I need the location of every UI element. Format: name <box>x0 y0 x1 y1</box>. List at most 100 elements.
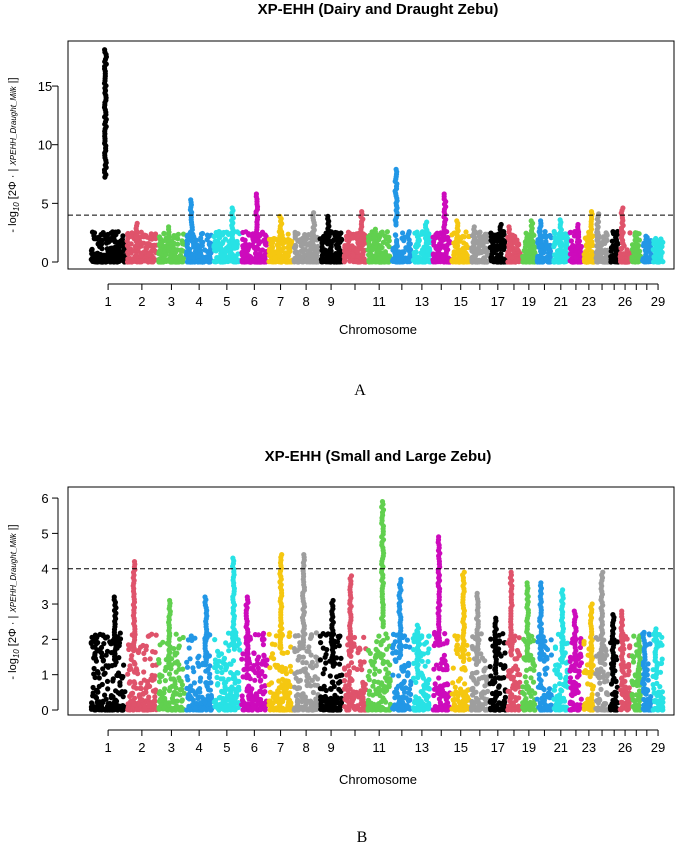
x-tick-label: 23 <box>582 294 596 309</box>
snp-point <box>521 259 527 265</box>
snp-point <box>294 259 300 265</box>
snp-point <box>366 688 373 694</box>
snp-point <box>384 635 390 641</box>
snp-point <box>156 660 162 666</box>
snp-point <box>174 247 180 253</box>
snp-point <box>435 243 441 249</box>
snp-point <box>244 246 250 253</box>
snp-point <box>231 244 238 251</box>
snp-point <box>240 674 246 680</box>
snp-peak-point <box>454 218 460 224</box>
snp-point <box>252 257 258 263</box>
x-axis-a: 1 2 3 4 5 6 7 8 9 11 13 15 17 19 21 23 26 29 <box>104 283 665 309</box>
snp-point <box>106 252 112 258</box>
x-tick-label: 7 <box>277 294 284 309</box>
snp-point <box>525 249 531 255</box>
snp-point <box>384 229 390 235</box>
snp-point <box>333 706 339 712</box>
snp-point <box>177 678 183 684</box>
snp-point <box>224 707 230 713</box>
snp-point <box>149 259 155 265</box>
snp-point <box>145 633 151 639</box>
y-tick-label: 15 <box>38 79 52 94</box>
snp-point <box>176 645 182 651</box>
snp-point <box>319 253 325 259</box>
snp-peak-point <box>528 218 534 224</box>
snp-point <box>284 689 290 696</box>
snp-point <box>337 679 343 685</box>
snp-point <box>91 706 98 712</box>
snp-point <box>234 229 240 235</box>
snp-point <box>236 687 242 693</box>
snp-peak-point <box>348 573 355 579</box>
snp-point <box>177 706 183 712</box>
snp-point <box>232 680 238 686</box>
snp-point <box>153 632 159 638</box>
snp-point <box>203 680 210 686</box>
snp-peak-point <box>330 597 336 604</box>
snp-point <box>135 649 141 656</box>
snp-point <box>168 258 174 264</box>
snp-point <box>162 686 168 692</box>
snp-point <box>264 657 270 663</box>
snp-point <box>328 686 334 692</box>
snp-point <box>191 242 197 248</box>
y-axis-label-a: - log10 [2Φ · | XPEHH_Draught_Milk |] <box>7 77 21 232</box>
snp-point <box>226 243 232 249</box>
plot-frame-a <box>67 40 675 270</box>
snp-point <box>345 663 351 669</box>
snp-point <box>274 693 280 700</box>
snp-point <box>220 247 226 253</box>
snp-point <box>377 255 383 261</box>
snp-point <box>190 665 196 671</box>
snp-point <box>359 252 365 258</box>
snp-point <box>472 253 479 259</box>
snp-point <box>184 664 191 670</box>
snp-point <box>272 255 278 261</box>
snp-point <box>152 694 158 700</box>
snp-point <box>360 679 366 686</box>
snp-point <box>336 661 343 667</box>
snp-point <box>509 254 515 261</box>
snp-point <box>138 253 144 259</box>
snp-point <box>125 671 131 677</box>
snp-point <box>110 676 116 682</box>
snp-point <box>534 257 540 264</box>
snp-point <box>318 701 324 708</box>
snp-point <box>469 257 475 263</box>
snp-point <box>582 259 588 265</box>
snp-point <box>632 259 638 265</box>
snp-point <box>102 253 108 259</box>
snp-point <box>93 694 99 700</box>
snp-point <box>520 253 526 260</box>
snp-point <box>199 230 206 237</box>
snp-point <box>93 641 100 647</box>
snp-point <box>197 700 203 706</box>
snp-point <box>295 692 301 698</box>
snp-peak-point <box>588 209 595 215</box>
snp-point <box>247 676 253 682</box>
snp-point <box>141 650 147 657</box>
snp-point <box>383 699 389 705</box>
x-tick-label: 8 <box>302 294 309 309</box>
snp-point <box>105 701 111 707</box>
snp-peak-point <box>279 552 285 558</box>
snp-point <box>287 682 293 688</box>
snp-point <box>354 666 360 673</box>
snp-point <box>292 633 298 639</box>
snp-peak-point <box>393 166 399 172</box>
snp-point <box>308 633 314 639</box>
snp-point <box>357 690 363 697</box>
panel-caption-a: A <box>354 382 366 399</box>
snp-point <box>235 670 241 676</box>
snp-peak-point <box>167 597 173 604</box>
snp-point <box>318 640 324 646</box>
snp-point <box>538 248 544 254</box>
snp-point <box>365 707 371 713</box>
snp-point <box>193 691 199 697</box>
snp-point <box>603 247 609 254</box>
snp-point <box>226 648 232 654</box>
snp-point <box>444 242 450 248</box>
snp-point <box>141 669 147 675</box>
